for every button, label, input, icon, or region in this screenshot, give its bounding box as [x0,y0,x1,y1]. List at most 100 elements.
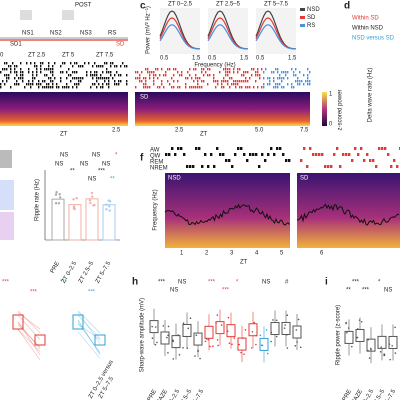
raster-tick [46,68,48,71]
box [259,337,269,351]
legend: Within NSD [352,26,384,32]
raster-tick [120,74,122,77]
dot [299,346,302,349]
raster-tick [46,86,48,89]
image [0,180,14,210]
x-tick: 5.0 [255,128,264,134]
raster-tick [66,83,68,86]
legend: Within SD [352,16,379,22]
dot [54,193,58,196]
stat: *** [208,280,216,286]
raster-tick [110,65,112,68]
dot [255,334,257,337]
dot [261,344,264,347]
raster-tick [153,74,155,77]
raster-tick [90,86,92,89]
raster-tick [6,80,8,83]
raster-tick [227,83,229,86]
state-tick [165,153,168,156]
raster-tick [96,80,98,83]
state-tick [396,165,399,168]
raster-tick [157,77,159,80]
box [344,330,354,344]
raster-tick [149,77,151,80]
raster-tick [229,68,231,71]
raster-tick [149,71,151,74]
raster-tick [40,83,42,86]
raster-tick [267,83,269,86]
raster-tick [235,83,237,86]
dot [75,197,78,200]
raster-tick [213,80,215,83]
raster-tick [40,68,42,71]
raster-tick [102,65,104,68]
dot [105,208,108,211]
x-tick: 6 [320,251,324,257]
raster-tick [94,71,96,74]
raster-tick [16,74,18,77]
pair-line [77,320,101,354]
raster-tick [185,77,187,80]
pair-line [17,314,41,340]
raster-tick [48,77,50,80]
raster-tick [255,74,257,77]
pair-line [77,311,101,344]
x-tick: 4 [255,251,259,257]
raster-tick [237,71,239,74]
x-tick: 1.5 [288,56,297,62]
epoch: NS2 [50,31,62,37]
raster-tick [197,77,199,80]
raster-tick [16,71,18,74]
raster-tick [149,74,151,77]
raster-tick [20,68,22,71]
dot [370,347,372,350]
raster-tick [145,68,147,71]
raster-tick [20,62,22,65]
state-tick [381,147,384,150]
dot [243,353,245,355]
raster-tick [82,65,84,68]
raster-tick [64,62,66,65]
state-tick [306,165,309,168]
tag: NSD [168,176,181,182]
raster-tick [207,68,209,71]
state-tick [348,153,351,156]
raster-tick [195,68,197,71]
dot [270,340,272,343]
bar [68,204,82,241]
legend: NSD versus SD [352,36,395,42]
pair-line [17,310,41,333]
dot [394,326,396,329]
raster-tick [94,74,96,77]
raster-tick [110,62,112,65]
pair-line [17,321,41,350]
raster-tick [14,71,16,74]
cage-icon [62,10,74,20]
raster-tick [135,77,137,80]
raster-tick [14,77,16,80]
raster-tick [153,83,155,86]
raster-tick [44,68,46,71]
spec-tag: SD [140,95,149,101]
raster-tick [46,83,48,86]
x-tick: 0.5 [256,56,265,62]
raster-tick [235,86,237,89]
dot [250,347,253,349]
box [171,335,181,349]
raster-tick [44,80,46,83]
dot [182,346,184,349]
raster-tick [147,68,149,71]
panel-label: c [140,1,146,12]
raster-tick [100,74,102,77]
raster-tick [6,62,8,65]
raster-tick [86,74,88,77]
raster-tick [279,74,281,77]
raster-tick [161,83,163,86]
raster-tick [106,83,108,86]
raster-tick [40,65,42,68]
dot [220,324,223,326]
raster-tick [219,71,221,74]
raster-tick [217,80,219,83]
dot [166,336,168,339]
raster-tick [203,68,205,71]
